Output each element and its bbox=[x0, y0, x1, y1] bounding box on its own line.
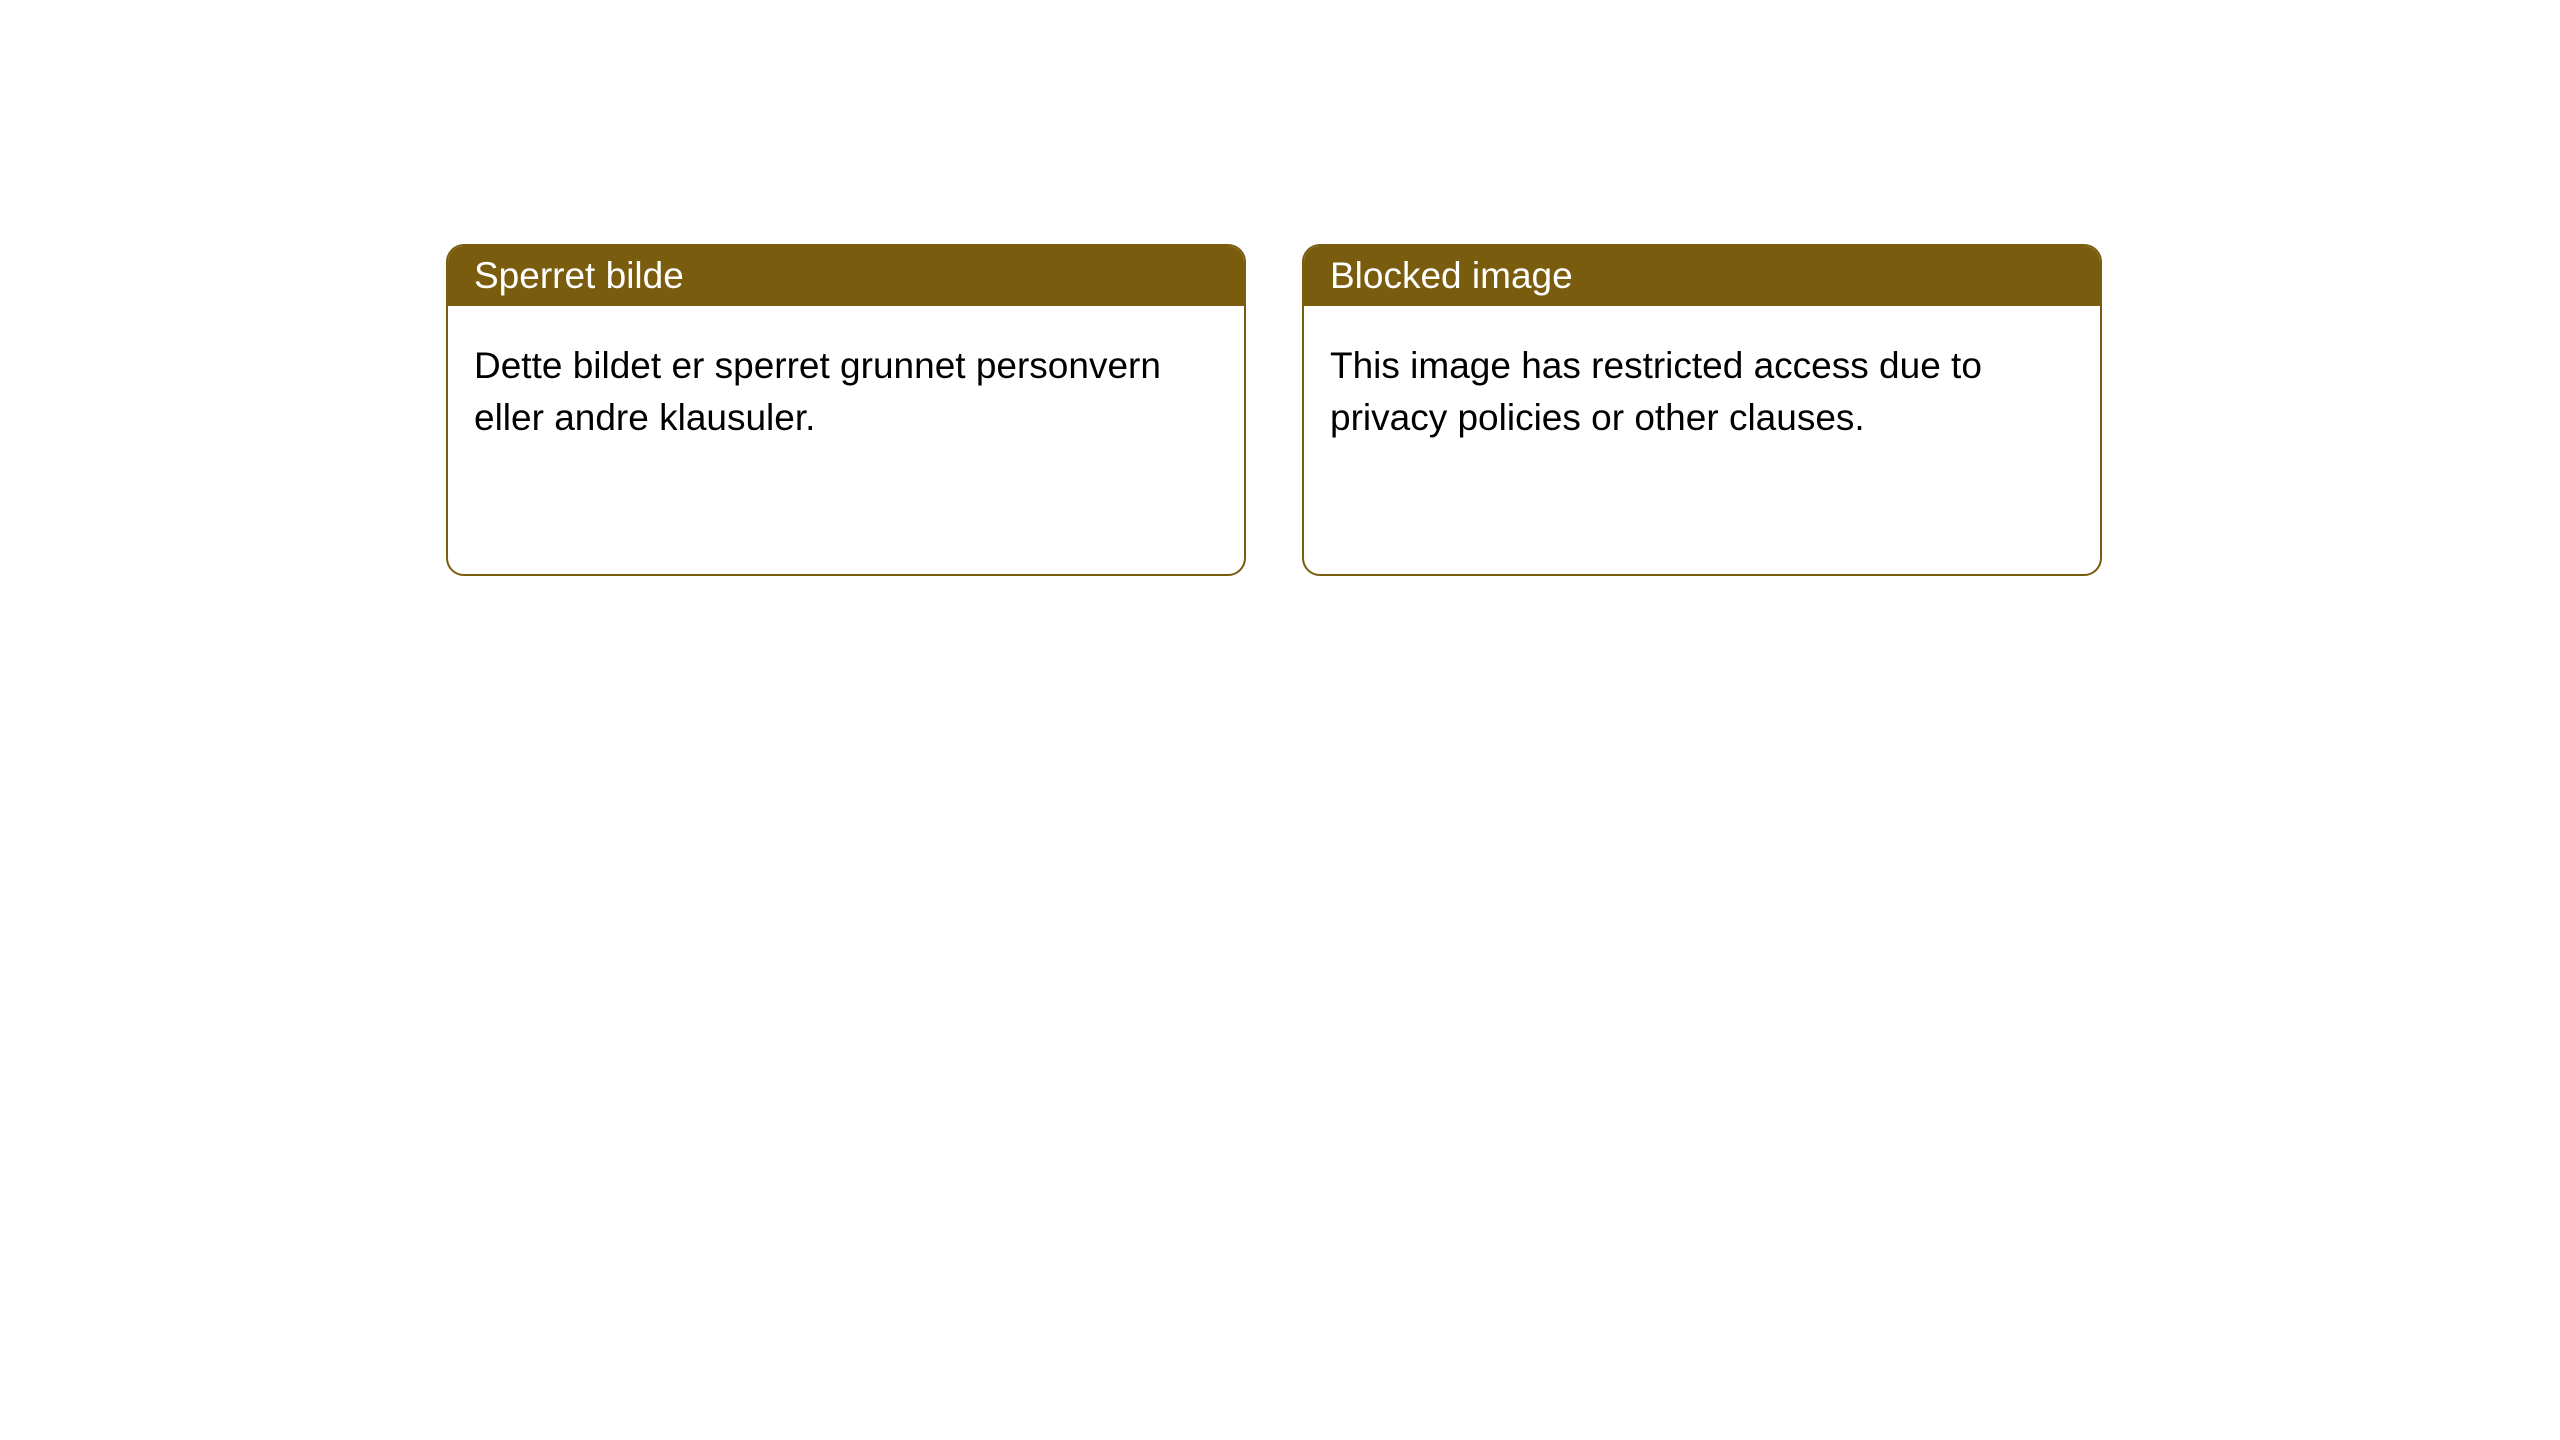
notice-body: This image has restricted access due to … bbox=[1304, 306, 2100, 478]
notice-body-text: This image has restricted access due to … bbox=[1330, 345, 1982, 438]
notice-container: Sperret bilde Dette bildet er sperret gr… bbox=[0, 0, 2560, 576]
notice-card-norwegian: Sperret bilde Dette bildet er sperret gr… bbox=[446, 244, 1246, 576]
notice-header: Sperret bilde bbox=[448, 246, 1244, 306]
notice-card-english: Blocked image This image has restricted … bbox=[1302, 244, 2102, 576]
notice-body: Dette bildet er sperret grunnet personve… bbox=[448, 306, 1244, 478]
notice-body-text: Dette bildet er sperret grunnet personve… bbox=[474, 345, 1161, 438]
notice-title: Sperret bilde bbox=[474, 255, 684, 297]
notice-header: Blocked image bbox=[1304, 246, 2100, 306]
notice-title: Blocked image bbox=[1330, 255, 1573, 297]
